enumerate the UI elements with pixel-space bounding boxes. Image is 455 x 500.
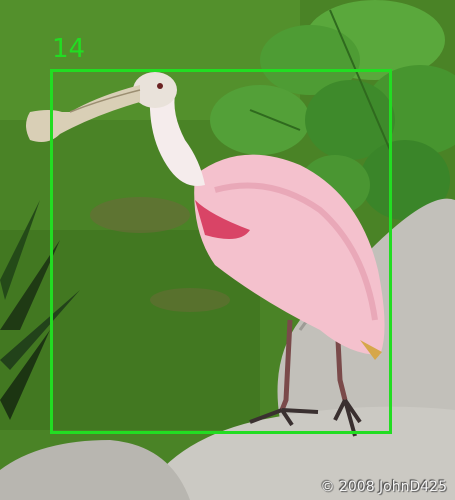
leaf: [260, 25, 360, 95]
bill-ridge: [69, 89, 141, 113]
leaf-vein: [249, 109, 301, 131]
bird-neck: [149, 95, 205, 186]
bird-tail: [360, 340, 382, 360]
detection-bounding-box: [50, 69, 392, 434]
bird-leg: [279, 319, 293, 411]
bird-leg: [335, 339, 348, 401]
leaf: [210, 85, 310, 155]
copyright-watermark: © 2008 JohnD425: [320, 479, 447, 495]
rock: [0, 440, 190, 500]
bird-wing-accent: [195, 200, 250, 239]
bird-foot: [249, 408, 319, 427]
leaf: [360, 140, 450, 220]
bird-head: [133, 72, 177, 108]
detection-label: 14: [52, 34, 86, 64]
leaf: [305, 80, 395, 160]
spiky-leaf: [0, 200, 40, 300]
bird-eye: [157, 83, 163, 89]
bird-bill: [26, 85, 140, 142]
bird-foot: [333, 398, 362, 437]
dirt-patch: [150, 288, 230, 312]
bird-body: [194, 154, 385, 355]
bird-feather-line: [214, 182, 378, 321]
leaf-vein: [329, 9, 391, 151]
dirt-patch: [90, 197, 190, 233]
spiky-leaf: [0, 290, 80, 370]
spiky-leaf: [0, 330, 50, 420]
spiky-leaf: [0, 240, 60, 330]
rock: [140, 406, 455, 500]
